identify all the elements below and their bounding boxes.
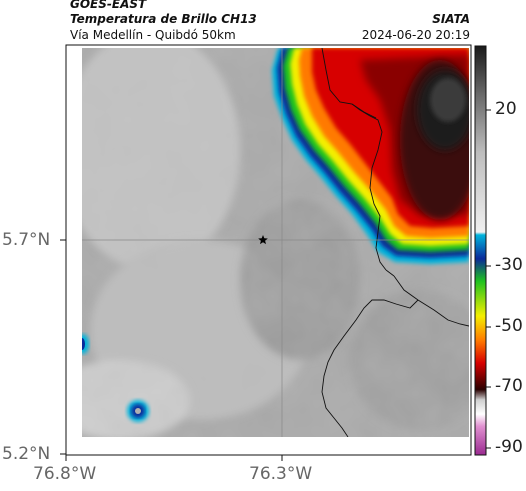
map-field xyxy=(82,48,469,437)
colorbar xyxy=(474,45,491,456)
colorbar-label-minus-30: -30 xyxy=(495,255,523,275)
source-title: GOES-EAST xyxy=(70,0,147,11)
organization-label: SIATA xyxy=(432,12,470,26)
product-title: Temperatura de Brillo CH13 xyxy=(70,12,257,26)
borders xyxy=(321,48,469,437)
lat-label-5-7: 5.7°N xyxy=(2,230,51,250)
colorbar-label-minus-50: -50 xyxy=(495,316,523,336)
datetime-label: 2024-06-20 20:19 xyxy=(361,28,470,42)
storm-cloud xyxy=(272,48,469,264)
gridlines xyxy=(82,48,469,437)
colorbar-label-20: 20 xyxy=(495,99,517,119)
colorbar-label-minus-90: -90 xyxy=(495,437,523,457)
location-star-marker xyxy=(258,235,268,245)
small-cloud-cells xyxy=(82,334,149,422)
colorbar-label-minus-70: -70 xyxy=(495,376,523,396)
axis-ticks xyxy=(60,239,283,461)
region-subtitle: Vía Medellín - Quibdó 50km xyxy=(70,28,236,42)
map-frame xyxy=(65,44,472,456)
lon-label-76-8: 76.8°W xyxy=(33,464,97,484)
lat-label-5-2: 5.2°N xyxy=(2,444,51,464)
lon-label-76-3: 76.3°W xyxy=(249,464,313,484)
